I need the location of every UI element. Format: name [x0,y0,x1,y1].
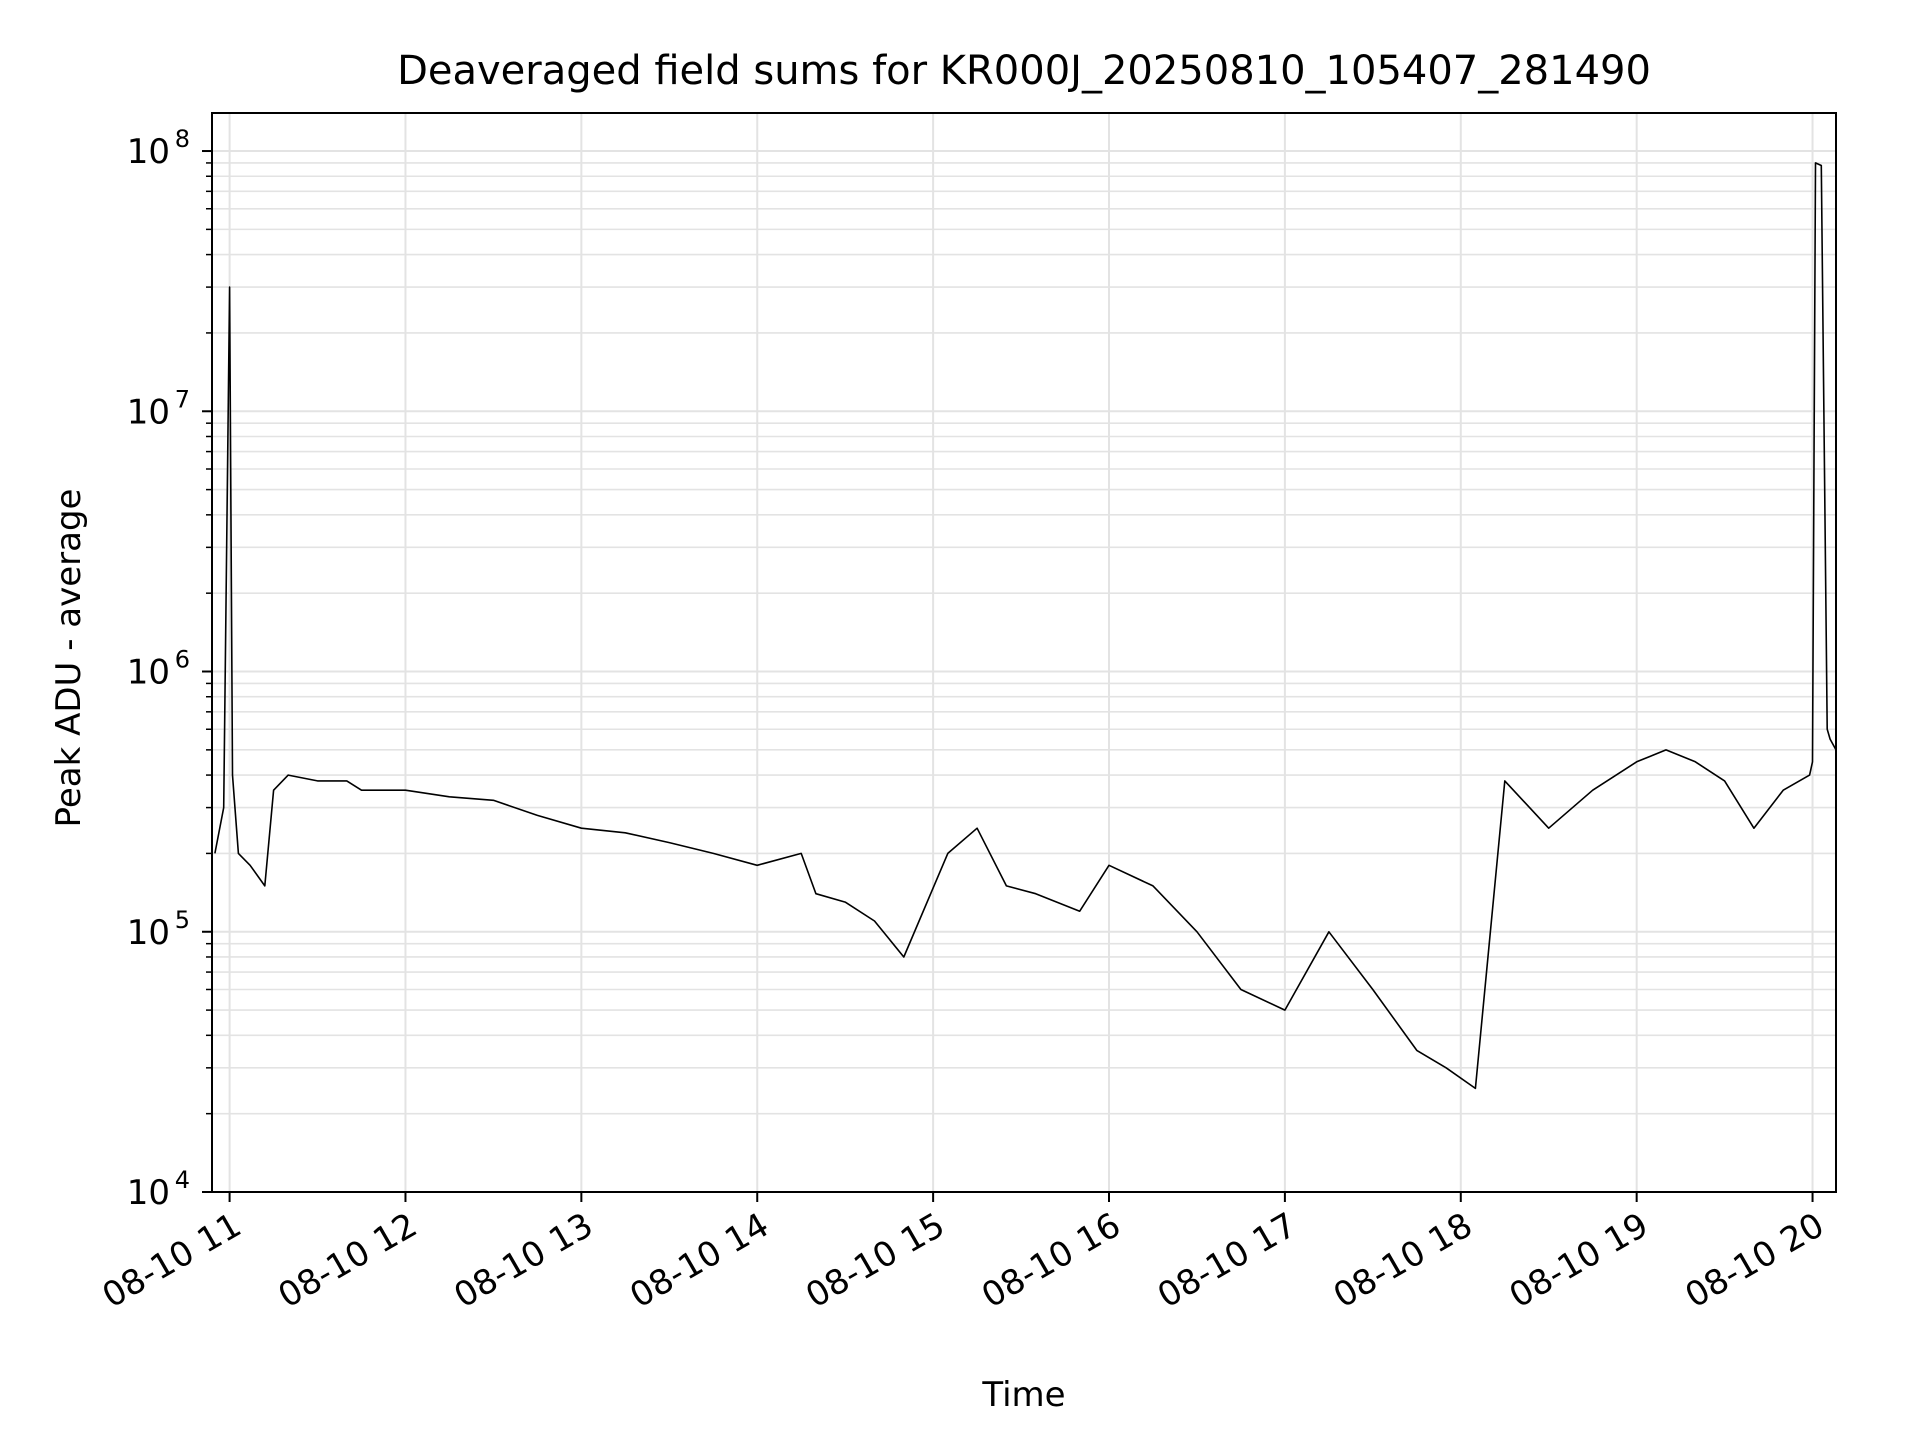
y-tick-label: 10 [127,132,170,172]
chart-title: Deaveraged field sums for KR000J_2025081… [397,48,1651,94]
y-tick-exponent: 4 [175,1166,190,1194]
y-tick-exponent: 7 [175,385,190,413]
series-line [214,162,1837,1090]
y-tick-label: 10 [127,653,170,693]
y-tick-label: 10 [127,1173,170,1213]
y-tick-exponent: 6 [175,646,190,674]
y-tick-label: 10 [127,392,170,432]
y-tick-exponent: 8 [175,125,190,153]
x-axis-label: Time [981,1375,1065,1415]
grid [212,113,1836,1193]
y-tick-exponent: 5 [175,906,190,934]
y-tick-label: 10 [127,913,170,953]
y-axis-label: Peak ADU - average [49,489,89,828]
series-layer [214,162,1837,1090]
plot-frame [211,112,1837,1193]
